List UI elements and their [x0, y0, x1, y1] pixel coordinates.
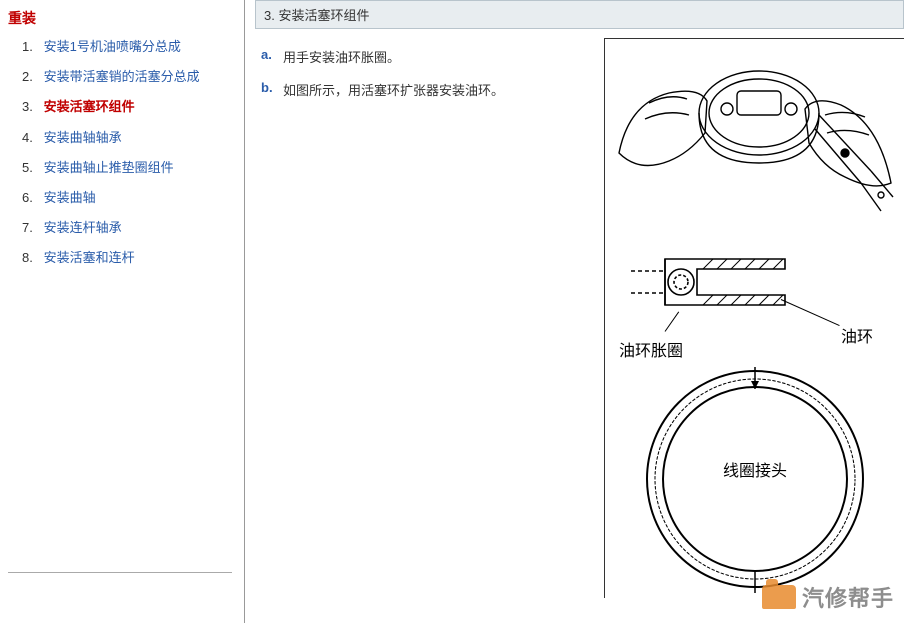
nav-num: 4. — [22, 129, 40, 147]
step-text: 如图所示，用活塞环扩张器安装油环。 — [283, 80, 504, 99]
main-content: 3. 安装活塞环组件 a. 用手安装油环胀圈。 b. 如图所示，用活塞环扩张器安… — [245, 0, 904, 623]
nav-num: 2. — [22, 68, 40, 86]
nav-label: 安装活塞和连杆 — [44, 250, 135, 265]
nav-num: 8. — [22, 249, 40, 267]
nav-label: 安装活塞环组件 — [44, 99, 135, 114]
nav-label: 安装曲轴 — [44, 190, 96, 205]
nav-item-7[interactable]: 7. 安装连杆轴承 — [22, 219, 232, 237]
instruction-figure: 油环胀圈 油环 — [604, 38, 904, 598]
nav-item-2[interactable]: 2. 安装带活塞销的活塞分总成 — [22, 68, 232, 86]
section-header: 3. 安装活塞环组件 — [255, 0, 904, 29]
watermark-car-icon — [762, 585, 796, 609]
sidebar: 重装 1. 安装1号机油喷嘴分总成 2. 安装带活塞销的活塞分总成 3. 安装活… — [0, 0, 245, 623]
nav-item-5[interactable]: 5. 安装曲轴止推垫圈组件 — [22, 159, 232, 177]
step-letter: a. — [261, 47, 283, 66]
callout-coiljoint: 线圈接头 — [723, 457, 787, 481]
nav-num: 6. — [22, 189, 40, 207]
nav-num: 1. — [22, 38, 40, 56]
nav-label: 安装1号机油喷嘴分总成 — [44, 39, 181, 54]
step-text: 用手安装油环胀圈。 — [283, 47, 400, 66]
figure-bottom: 线圈接头 — [605, 339, 904, 599]
hands-piston-icon — [609, 43, 901, 253]
nav-label: 安装带活塞销的活塞分总成 — [44, 69, 200, 84]
nav-item-4[interactable]: 4. 安装曲轴轴承 — [22, 129, 232, 147]
watermark-text: 汽修帮手 — [802, 581, 894, 613]
watermark: 汽修帮手 — [762, 581, 894, 613]
cross-section-icon — [625, 247, 825, 327]
nav-item-1[interactable]: 1. 安装1号机油喷嘴分总成 — [22, 38, 232, 56]
nav-item-3[interactable]: 3. 安装活塞环组件 — [22, 98, 232, 116]
nav-item-8[interactable]: 8. 安装活塞和连杆 — [22, 249, 232, 267]
nav-label: 安装曲轴轴承 — [44, 130, 122, 145]
nav-label: 安装连杆轴承 — [44, 220, 122, 235]
nav-num: 7. — [22, 219, 40, 237]
nav-num: 3. — [22, 98, 40, 116]
sidebar-divider — [8, 572, 232, 573]
nav-label: 安装曲轴止推垫圈组件 — [44, 160, 174, 175]
nav-item-6[interactable]: 6. 安装曲轴 — [22, 189, 232, 207]
nav-num: 5. — [22, 159, 40, 177]
figure-top: 油环胀圈 油环 — [605, 39, 904, 339]
step-letter: b. — [261, 80, 283, 99]
sidebar-title: 重装 — [8, 8, 232, 28]
nav-list: 1. 安装1号机油喷嘴分总成 2. 安装带活塞销的活塞分总成 3. 安装活塞环组… — [8, 38, 232, 268]
